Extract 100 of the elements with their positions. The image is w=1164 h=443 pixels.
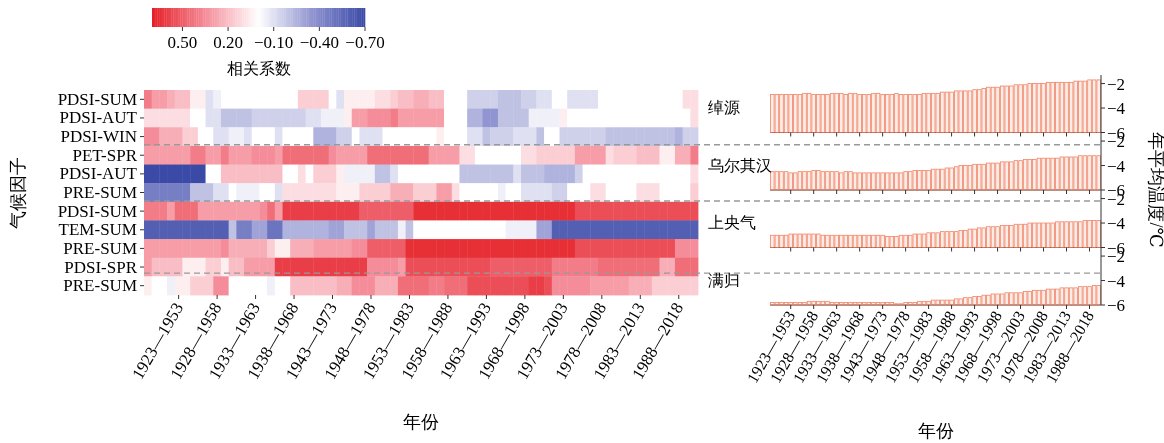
y-tick-label: −4 bbox=[1107, 99, 1126, 119]
bar bbox=[816, 300, 821, 306]
bar bbox=[953, 298, 959, 306]
bar bbox=[793, 172, 798, 191]
bar bbox=[1055, 157, 1060, 191]
bar bbox=[953, 231, 959, 248]
bar bbox=[1041, 222, 1046, 248]
bar bbox=[1045, 288, 1051, 306]
bar bbox=[825, 171, 830, 191]
bar bbox=[793, 233, 798, 248]
bar bbox=[903, 234, 908, 248]
bar bbox=[1027, 291, 1032, 306]
bar bbox=[1032, 289, 1037, 306]
bar bbox=[963, 90, 968, 133]
bar bbox=[1018, 160, 1023, 191]
bar bbox=[999, 161, 1005, 191]
bar bbox=[972, 163, 977, 191]
bar bbox=[843, 171, 849, 191]
bar bbox=[963, 229, 968, 248]
bar bbox=[820, 94, 826, 133]
bar bbox=[875, 302, 881, 306]
bar bbox=[1050, 81, 1055, 133]
bar bbox=[995, 293, 1000, 306]
y-tick-label: PDSI-AUT bbox=[59, 164, 138, 184]
bar bbox=[999, 225, 1005, 248]
bar bbox=[806, 233, 812, 248]
y-tick-label: PDSI-AUT bbox=[59, 108, 138, 128]
x-axis-title: 年份 bbox=[403, 412, 439, 432]
bar bbox=[880, 172, 885, 191]
bar bbox=[949, 91, 954, 133]
bar bbox=[1004, 85, 1009, 133]
bar bbox=[848, 92, 853, 133]
bar bbox=[1087, 79, 1092, 133]
bar bbox=[967, 90, 973, 133]
bar bbox=[958, 229, 963, 248]
bar bbox=[1013, 84, 1019, 133]
bar bbox=[940, 91, 945, 133]
bar bbox=[1027, 159, 1032, 191]
bar bbox=[834, 302, 839, 306]
bar bbox=[825, 94, 830, 133]
bar bbox=[857, 302, 862, 306]
bar bbox=[880, 302, 885, 306]
y-tick-label: PRE-SUM bbox=[63, 276, 137, 296]
bar bbox=[885, 94, 890, 133]
bar bbox=[774, 302, 780, 306]
bar bbox=[779, 94, 784, 133]
bar bbox=[1078, 286, 1083, 306]
bar bbox=[820, 234, 826, 248]
bar bbox=[917, 300, 922, 306]
bar bbox=[820, 171, 826, 191]
bar bbox=[1022, 84, 1028, 133]
bar bbox=[898, 234, 904, 248]
bar bbox=[857, 234, 862, 248]
bar bbox=[866, 234, 872, 248]
bar bbox=[1009, 85, 1014, 133]
bar bbox=[783, 234, 789, 248]
bar bbox=[967, 297, 973, 306]
bar bbox=[1087, 286, 1092, 306]
bar bbox=[875, 92, 881, 133]
bar bbox=[931, 232, 936, 248]
bar bbox=[1059, 287, 1065, 306]
bar bbox=[972, 228, 977, 248]
bar bbox=[783, 171, 789, 191]
bar bbox=[898, 94, 904, 133]
bar bbox=[1009, 292, 1014, 306]
bar bbox=[788, 172, 793, 191]
bar bbox=[852, 172, 858, 191]
text: 绰源 bbox=[708, 99, 740, 116]
bar bbox=[1087, 220, 1092, 248]
color-bar-label: −0.40 bbox=[299, 33, 340, 52]
bar bbox=[986, 226, 991, 248]
bar bbox=[871, 172, 876, 191]
bar bbox=[797, 171, 803, 191]
bar bbox=[839, 302, 844, 306]
bar bbox=[1082, 286, 1088, 306]
bar bbox=[944, 91, 950, 133]
bar bbox=[834, 171, 839, 191]
bar bbox=[912, 233, 918, 248]
bar bbox=[926, 300, 931, 306]
bar bbox=[935, 92, 940, 133]
bar bbox=[862, 302, 867, 306]
color-bar-label: −0.10 bbox=[254, 33, 294, 52]
bar bbox=[802, 92, 807, 133]
bar bbox=[912, 94, 918, 133]
bar bbox=[1064, 81, 1069, 133]
y-tick-label: PRE-SUM bbox=[63, 238, 137, 258]
y-tick-label: −2 bbox=[1107, 74, 1126, 94]
bar bbox=[958, 90, 963, 133]
bar bbox=[981, 227, 986, 248]
bar bbox=[848, 171, 853, 191]
bar bbox=[825, 300, 830, 306]
bar bbox=[774, 94, 780, 133]
y-tick-label: −4 bbox=[1107, 214, 1126, 234]
y-tick-label: PDSI-SUM bbox=[57, 201, 137, 221]
bar bbox=[816, 170, 821, 191]
bar bbox=[917, 233, 922, 248]
bar bbox=[990, 293, 996, 306]
bar bbox=[811, 170, 816, 191]
bar bbox=[783, 302, 789, 306]
bar bbox=[1027, 83, 1032, 133]
